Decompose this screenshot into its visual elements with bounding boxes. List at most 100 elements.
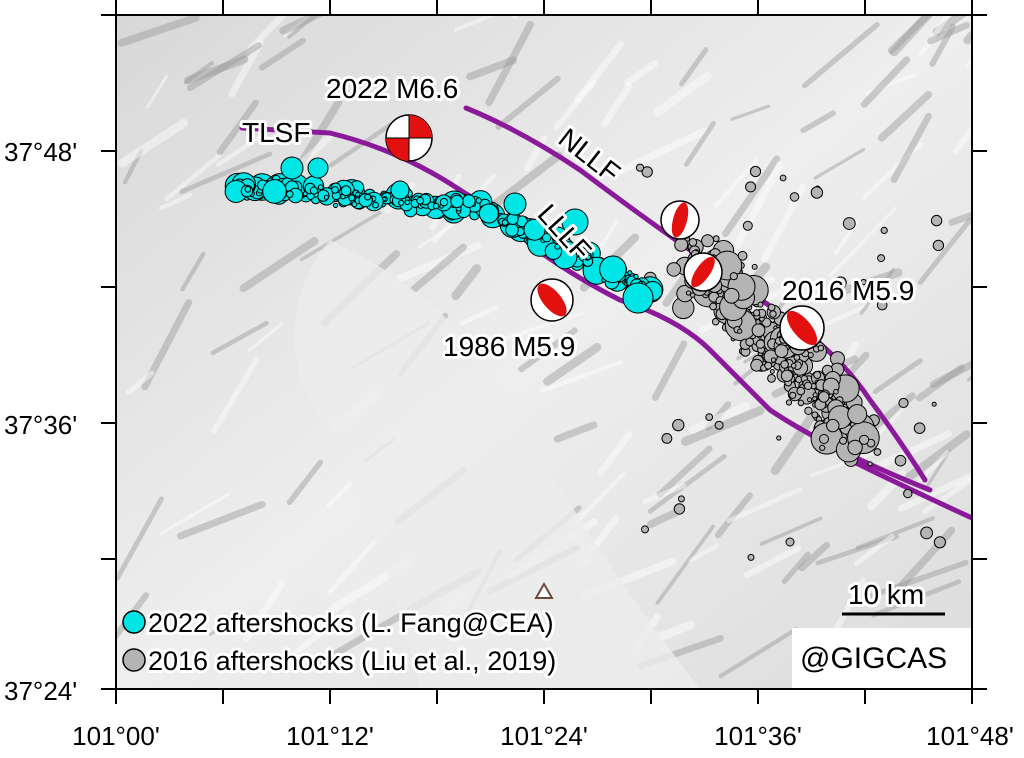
relief-ridge: [815, 534, 900, 566]
relief-ridge: [642, 483, 686, 504]
aftershock-2016: [898, 397, 909, 409]
aftershock-2016: [880, 226, 888, 234]
relief-ridge: [722, 155, 781, 238]
relief-ridge: [798, 541, 831, 572]
aftershock-2022: [340, 185, 352, 197]
aftershock-2022: [323, 194, 329, 200]
relief-ridge: [117, 118, 189, 168]
aftershock-2022: [398, 199, 405, 206]
relief-ridge: [183, 60, 214, 85]
aftershock-2016: [819, 434, 829, 444]
aftershock-2016: [847, 404, 868, 425]
aftershock-2016: [705, 413, 714, 422]
aftershock-2016: [641, 166, 653, 178]
relief-ridge: [453, 15, 499, 32]
relief-ridge: [125, 370, 155, 396]
aftershock-2022: [317, 184, 324, 191]
relief-ridge: [184, 55, 249, 85]
aftershock-2016: [913, 422, 926, 435]
relief-ridge: [328, 121, 394, 168]
relief-ridge: [299, 210, 382, 262]
relief-ridge: [874, 430, 953, 470]
y-axis-labels: 37°48' 37°36' 37°24': [4, 137, 77, 706]
relief-ridge: [141, 299, 193, 391]
aftershock-2016: [685, 290, 692, 296]
relief-ridge: [802, 22, 880, 89]
credit-box: @GIGCAS: [792, 628, 972, 689]
relief-ridge: [395, 241, 482, 283]
aftershock-2016: [876, 299, 888, 311]
eq-label-2022: 2022 M6.6: [326, 73, 458, 104]
aftershock-2022: [622, 282, 654, 314]
aftershock-2016: [813, 371, 822, 379]
x-tick-label-1: 101°12': [286, 721, 374, 751]
aftershock-2016: [789, 192, 800, 202]
aftershock-2016: [749, 165, 762, 178]
aftershock-2016: [774, 344, 789, 359]
relief-ridge: [925, 449, 952, 489]
relief-ridge: [596, 430, 633, 477]
aftershock-2022: [404, 199, 411, 206]
aftershock-2016: [931, 401, 937, 407]
aftershock-2022: [599, 255, 627, 284]
relief-ridge: [781, 551, 811, 585]
aftershock-2016: [817, 344, 825, 352]
beachball-1986: [530, 278, 574, 322]
aftershock-2016: [780, 369, 794, 382]
relief-ridge: [495, 75, 561, 130]
relief-ridge: [730, 104, 771, 121]
aftershock-2016: [674, 237, 689, 252]
aftershock-2016: [804, 406, 813, 415]
relief-ridge: [867, 470, 907, 511]
relief-ridge: [860, 56, 911, 108]
aftershock-2016: [757, 301, 764, 308]
aftershock-2016: [751, 263, 758, 270]
aftershock-2022: [432, 202, 440, 210]
aftershock-2016: [796, 386, 806, 396]
relief-ridge: [897, 473, 972, 512]
aftershock-2022: [523, 218, 546, 241]
relief-ridge: [417, 221, 458, 249]
relief-ridge: [543, 342, 602, 386]
relief-ridge: [122, 148, 144, 185]
aftershocks-2016: [635, 163, 947, 561]
relief-ridge: [929, 23, 956, 67]
aftershock-2016: [807, 397, 813, 403]
relief-ridge: [624, 60, 658, 86]
relief-ridge: [734, 161, 784, 248]
relief-ridge: [841, 268, 903, 295]
relief-ridge: [216, 99, 259, 156]
relief-ridge: [117, 15, 200, 47]
aftershock-2016: [873, 448, 882, 456]
relief-ridge: [662, 272, 689, 307]
beachball-2016: [779, 305, 825, 351]
aftershock-2016: [903, 488, 913, 499]
relief-ridge: [243, 580, 286, 643]
relief-ridge: [861, 141, 923, 200]
relief-ridge: [573, 40, 625, 104]
y-tick-label-1: 37°36': [4, 410, 77, 440]
relief-ridge: [927, 21, 970, 45]
beachballs: [385, 114, 825, 351]
aftershock-2016: [769, 310, 777, 318]
scale-bar-label: 10 km: [848, 579, 924, 610]
relief-ridge: [917, 217, 972, 285]
relief-ridge: [890, 112, 932, 184]
relief-ridge: [518, 327, 578, 373]
relief-ridge: [929, 360, 972, 388]
relief-ridge: [688, 401, 751, 435]
relief-ridge: [511, 15, 519, 19]
aftershock-2016: [776, 435, 782, 441]
relief-ridge: [539, 360, 623, 393]
relief-ridge: [286, 459, 324, 506]
aftershock-2016: [723, 287, 740, 304]
credit-text: @GIGCAS: [800, 642, 947, 675]
aftershock-2016: [785, 399, 793, 406]
relief-ridge: [210, 320, 269, 356]
relief-ridge: [239, 236, 319, 293]
y-tick-label-2: 37°24': [4, 676, 77, 706]
aftershock-2016: [666, 262, 682, 277]
relief-ridge: [180, 251, 206, 292]
aftershock-2016: [747, 553, 755, 561]
relief-ridge: [316, 611, 406, 666]
